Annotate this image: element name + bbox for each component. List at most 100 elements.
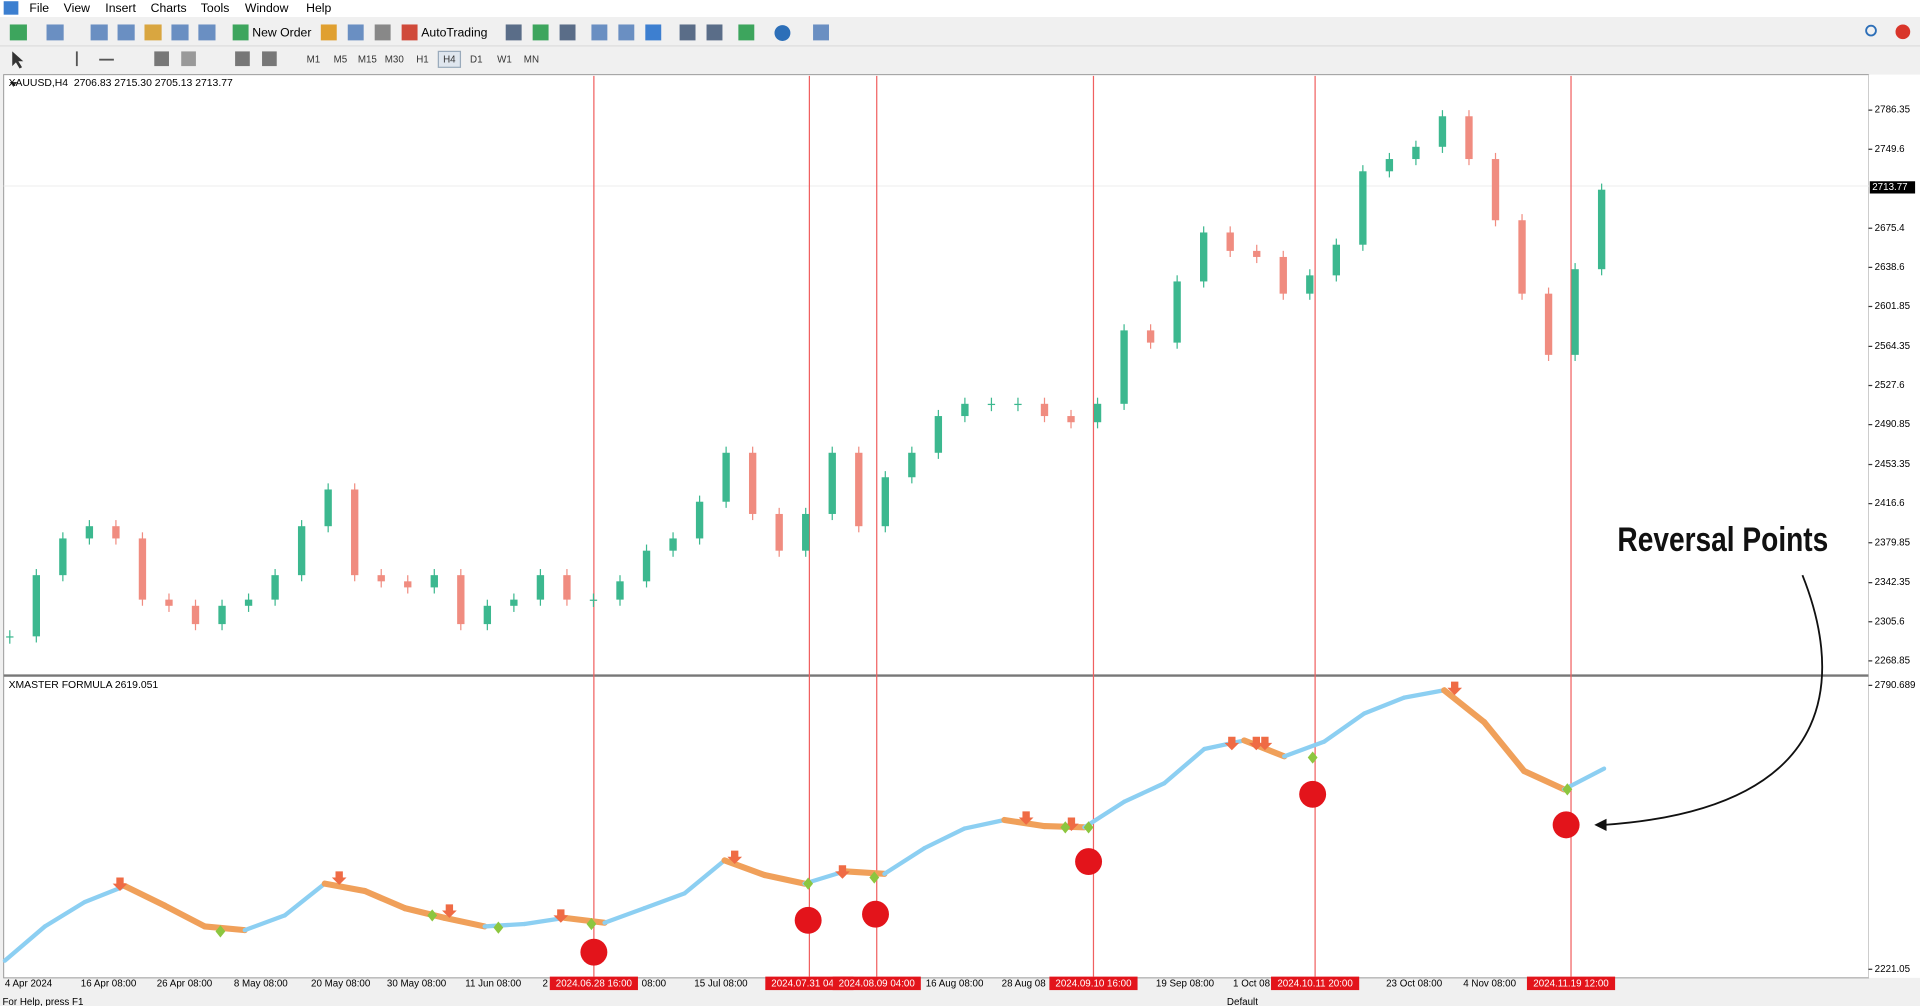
time-marker-label: 2024.10.11 20:00 xyxy=(1277,979,1353,990)
time-marker-box xyxy=(832,976,921,991)
candle xyxy=(828,452,836,514)
candle xyxy=(6,636,14,638)
buy-marker xyxy=(1562,783,1573,796)
candle xyxy=(1040,403,1049,417)
sell-arrow xyxy=(727,850,743,865)
icon xyxy=(505,24,522,41)
candle xyxy=(934,416,943,453)
buy-marker xyxy=(1083,821,1094,834)
menu-bar xyxy=(0,0,1920,18)
timeframe-button[interactable]: M15 xyxy=(358,55,378,66)
candle xyxy=(1518,220,1526,294)
timeframe-button[interactable]: H4 xyxy=(443,55,456,66)
indicator-segment xyxy=(1362,695,1407,716)
icon xyxy=(532,24,549,41)
time-marker-box xyxy=(1526,976,1616,991)
collapse-arrow xyxy=(9,81,18,87)
annotation-arrow xyxy=(1604,574,1824,826)
candle xyxy=(430,575,438,588)
y-tick-label: 2342.35 xyxy=(1875,577,1911,588)
candle xyxy=(165,599,173,606)
timeframe-button[interactable]: W1 xyxy=(497,55,512,66)
candle xyxy=(881,477,889,527)
icon xyxy=(738,24,755,41)
time-marker-label: 2024.09.10 16:00 xyxy=(1055,979,1132,990)
indicator-segment xyxy=(1122,781,1167,804)
indicator-segment xyxy=(761,871,808,887)
x-tick-label: 4 Apr 2024 xyxy=(5,979,53,990)
candle xyxy=(1253,250,1261,257)
menu-item[interactable]: Help xyxy=(306,1,331,15)
toolbar-button[interactable]: AutoTrading xyxy=(421,25,487,39)
candle xyxy=(1120,330,1128,404)
candle xyxy=(59,538,67,576)
indicator-segment xyxy=(642,891,687,911)
indicator-segment xyxy=(42,899,88,929)
time-marker-label: 2024.06.28 16:00 xyxy=(556,979,633,990)
buy-marker xyxy=(1060,821,1071,834)
indicator-segment xyxy=(1322,711,1367,744)
candle xyxy=(563,575,571,600)
buy-marker xyxy=(586,917,597,931)
reversal-dot xyxy=(862,900,889,928)
timeframe-button[interactable]: MN xyxy=(524,55,539,66)
menu-item[interactable]: File xyxy=(29,1,49,15)
y2-tick-label: 2790.689 xyxy=(1875,680,1916,691)
icon xyxy=(171,24,189,41)
y-tick-label: 2786.35 xyxy=(1875,105,1911,116)
icon xyxy=(618,24,635,41)
reversal-dot xyxy=(1075,848,1103,876)
indicator-segment xyxy=(201,923,248,934)
timeframe-button[interactable]: H1 xyxy=(416,55,429,66)
timeframe-button[interactable]: M1 xyxy=(307,55,321,66)
x-tick-label: 08:00 xyxy=(642,979,667,990)
y-tick-label: 2601.85 xyxy=(1875,301,1911,312)
timeframe-button[interactable]: D1 xyxy=(470,55,483,66)
candle xyxy=(1491,159,1500,221)
annotation: Reversal Points xyxy=(1617,521,1828,559)
x-tick-label: 23 Oct 08:00 xyxy=(1386,979,1443,990)
candle xyxy=(802,513,810,551)
search-icon[interactable] xyxy=(1865,24,1877,37)
candle xyxy=(85,526,94,539)
indicator-chart xyxy=(2,687,1607,963)
icon xyxy=(262,51,277,67)
candle xyxy=(1226,232,1234,251)
candle xyxy=(1438,116,1447,147)
candle xyxy=(1544,293,1553,355)
menu-item[interactable]: Charts xyxy=(151,1,187,15)
price-scale xyxy=(1868,74,1920,978)
x-tick-label: 2 xyxy=(542,979,547,990)
indicator-segment xyxy=(1402,688,1447,700)
icon xyxy=(46,24,64,41)
candle xyxy=(351,489,359,576)
sell-arrow xyxy=(553,909,569,923)
candle xyxy=(1332,244,1340,276)
cursor-icon xyxy=(12,51,24,69)
reversal-dot xyxy=(1299,780,1327,808)
status-bar xyxy=(0,993,1920,1006)
menu-item[interactable]: Insert xyxy=(105,1,136,15)
icon xyxy=(232,24,249,41)
menu-item[interactable]: Tools xyxy=(201,1,230,15)
indicator-segment xyxy=(841,868,888,877)
candle xyxy=(1412,146,1420,160)
timeframe-button[interactable]: M30 xyxy=(385,55,405,66)
candle xyxy=(536,575,545,600)
candle xyxy=(244,599,253,606)
candle xyxy=(616,581,624,600)
indicator-segment xyxy=(441,914,488,930)
icon xyxy=(9,24,27,41)
timeframe-button[interactable]: M5 xyxy=(334,55,348,66)
time-marker-box xyxy=(1049,976,1138,991)
y-tick-label: 2453.35 xyxy=(1875,459,1911,470)
indicator-segment xyxy=(602,905,647,925)
indicator-segment xyxy=(1441,687,1488,726)
menu-item[interactable]: View xyxy=(64,1,90,15)
menu-item[interactable]: Window xyxy=(245,1,289,15)
toolbar-button[interactable]: New Order xyxy=(252,25,311,39)
sell-arrow xyxy=(112,877,128,891)
x-tick-label: 8 May 08:00 xyxy=(234,979,288,990)
y-tick-label: 2564.35 xyxy=(1875,341,1911,352)
